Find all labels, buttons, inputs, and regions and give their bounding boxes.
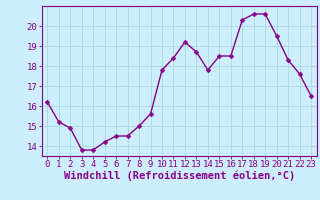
X-axis label: Windchill (Refroidissement éolien,°C): Windchill (Refroidissement éolien,°C) — [64, 171, 295, 181]
